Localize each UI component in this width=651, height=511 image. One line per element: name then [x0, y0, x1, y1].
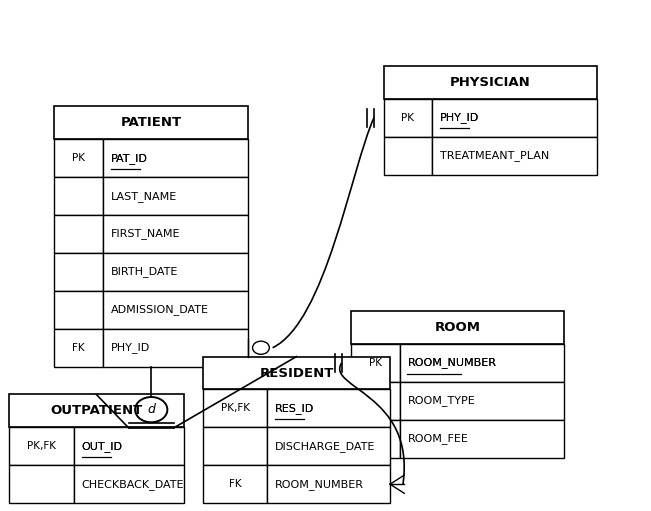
Bar — [268, 389, 390, 427]
Bar — [55, 140, 103, 177]
Text: CHECKBACK_DATE: CHECKBACK_DATE — [81, 479, 184, 490]
Text: LAST_NAME: LAST_NAME — [111, 191, 177, 201]
Text: ROOM_NUMBER: ROOM_NUMBER — [408, 358, 497, 368]
Text: PK: PK — [401, 113, 414, 123]
Text: PK,FK: PK,FK — [221, 403, 249, 413]
Text: PAT_ID: PAT_ID — [111, 153, 147, 164]
Text: OUTPATIENT: OUTPATIENT — [50, 404, 143, 417]
Text: PHY_ID: PHY_ID — [439, 112, 479, 123]
Text: PK: PK — [369, 358, 382, 368]
Bar — [203, 389, 268, 427]
Bar — [352, 420, 400, 458]
Bar — [55, 291, 103, 329]
Bar — [352, 311, 564, 344]
Text: PK: PK — [72, 153, 85, 163]
Bar — [103, 329, 248, 367]
Bar — [383, 66, 596, 99]
Text: RESIDENT: RESIDENT — [259, 366, 334, 380]
Bar — [203, 357, 390, 389]
Text: ROOM_TYPE: ROOM_TYPE — [408, 396, 475, 406]
Bar — [103, 140, 248, 177]
Bar — [74, 465, 184, 503]
Bar — [55, 215, 103, 253]
Bar — [103, 215, 248, 253]
Text: FIRST_NAME: FIRST_NAME — [111, 228, 180, 240]
Bar — [432, 137, 596, 175]
Text: PATIENT: PATIENT — [120, 117, 182, 129]
Bar — [383, 137, 432, 175]
Bar — [103, 291, 248, 329]
Text: d: d — [147, 403, 155, 416]
Bar — [9, 394, 184, 427]
Bar — [383, 99, 432, 137]
Bar — [203, 465, 268, 503]
Bar — [55, 106, 248, 140]
Text: PHY_ID: PHY_ID — [111, 342, 150, 353]
Bar — [55, 253, 103, 291]
Text: ROOM_NUMBER: ROOM_NUMBER — [408, 358, 497, 368]
Text: PHY_ID: PHY_ID — [439, 112, 479, 123]
Text: PAT_ID: PAT_ID — [111, 153, 147, 164]
Bar — [55, 329, 103, 367]
Bar — [352, 344, 400, 382]
Bar — [268, 465, 390, 503]
Text: RES_ID: RES_ID — [275, 403, 314, 414]
Bar — [400, 382, 564, 420]
Bar — [74, 427, 184, 465]
Text: PHYSICIAN: PHYSICIAN — [450, 76, 531, 89]
Text: PK,FK: PK,FK — [27, 442, 56, 451]
Text: ROOM_FEE: ROOM_FEE — [408, 433, 468, 444]
Text: ROOM_NUMBER: ROOM_NUMBER — [275, 479, 364, 490]
Text: OUT_ID: OUT_ID — [81, 441, 122, 452]
Text: FK: FK — [229, 479, 242, 489]
Bar — [103, 177, 248, 215]
Text: ROOM: ROOM — [435, 321, 481, 334]
Text: TREATMEANT_PLAN: TREATMEANT_PLAN — [439, 150, 549, 161]
Bar — [9, 465, 74, 503]
Text: DISCHARGE_DATE: DISCHARGE_DATE — [275, 441, 376, 452]
Bar — [103, 253, 248, 291]
Bar — [55, 177, 103, 215]
Text: OUT_ID: OUT_ID — [81, 441, 122, 452]
Bar — [9, 427, 74, 465]
Bar — [400, 344, 564, 382]
Text: ADMISSION_DATE: ADMISSION_DATE — [111, 305, 208, 315]
Bar — [268, 427, 390, 465]
Bar — [400, 420, 564, 458]
Bar — [203, 427, 268, 465]
Text: RES_ID: RES_ID — [275, 403, 314, 414]
Bar — [432, 99, 596, 137]
Bar — [352, 382, 400, 420]
Text: BIRTH_DATE: BIRTH_DATE — [111, 266, 178, 277]
Text: FK: FK — [72, 343, 85, 353]
